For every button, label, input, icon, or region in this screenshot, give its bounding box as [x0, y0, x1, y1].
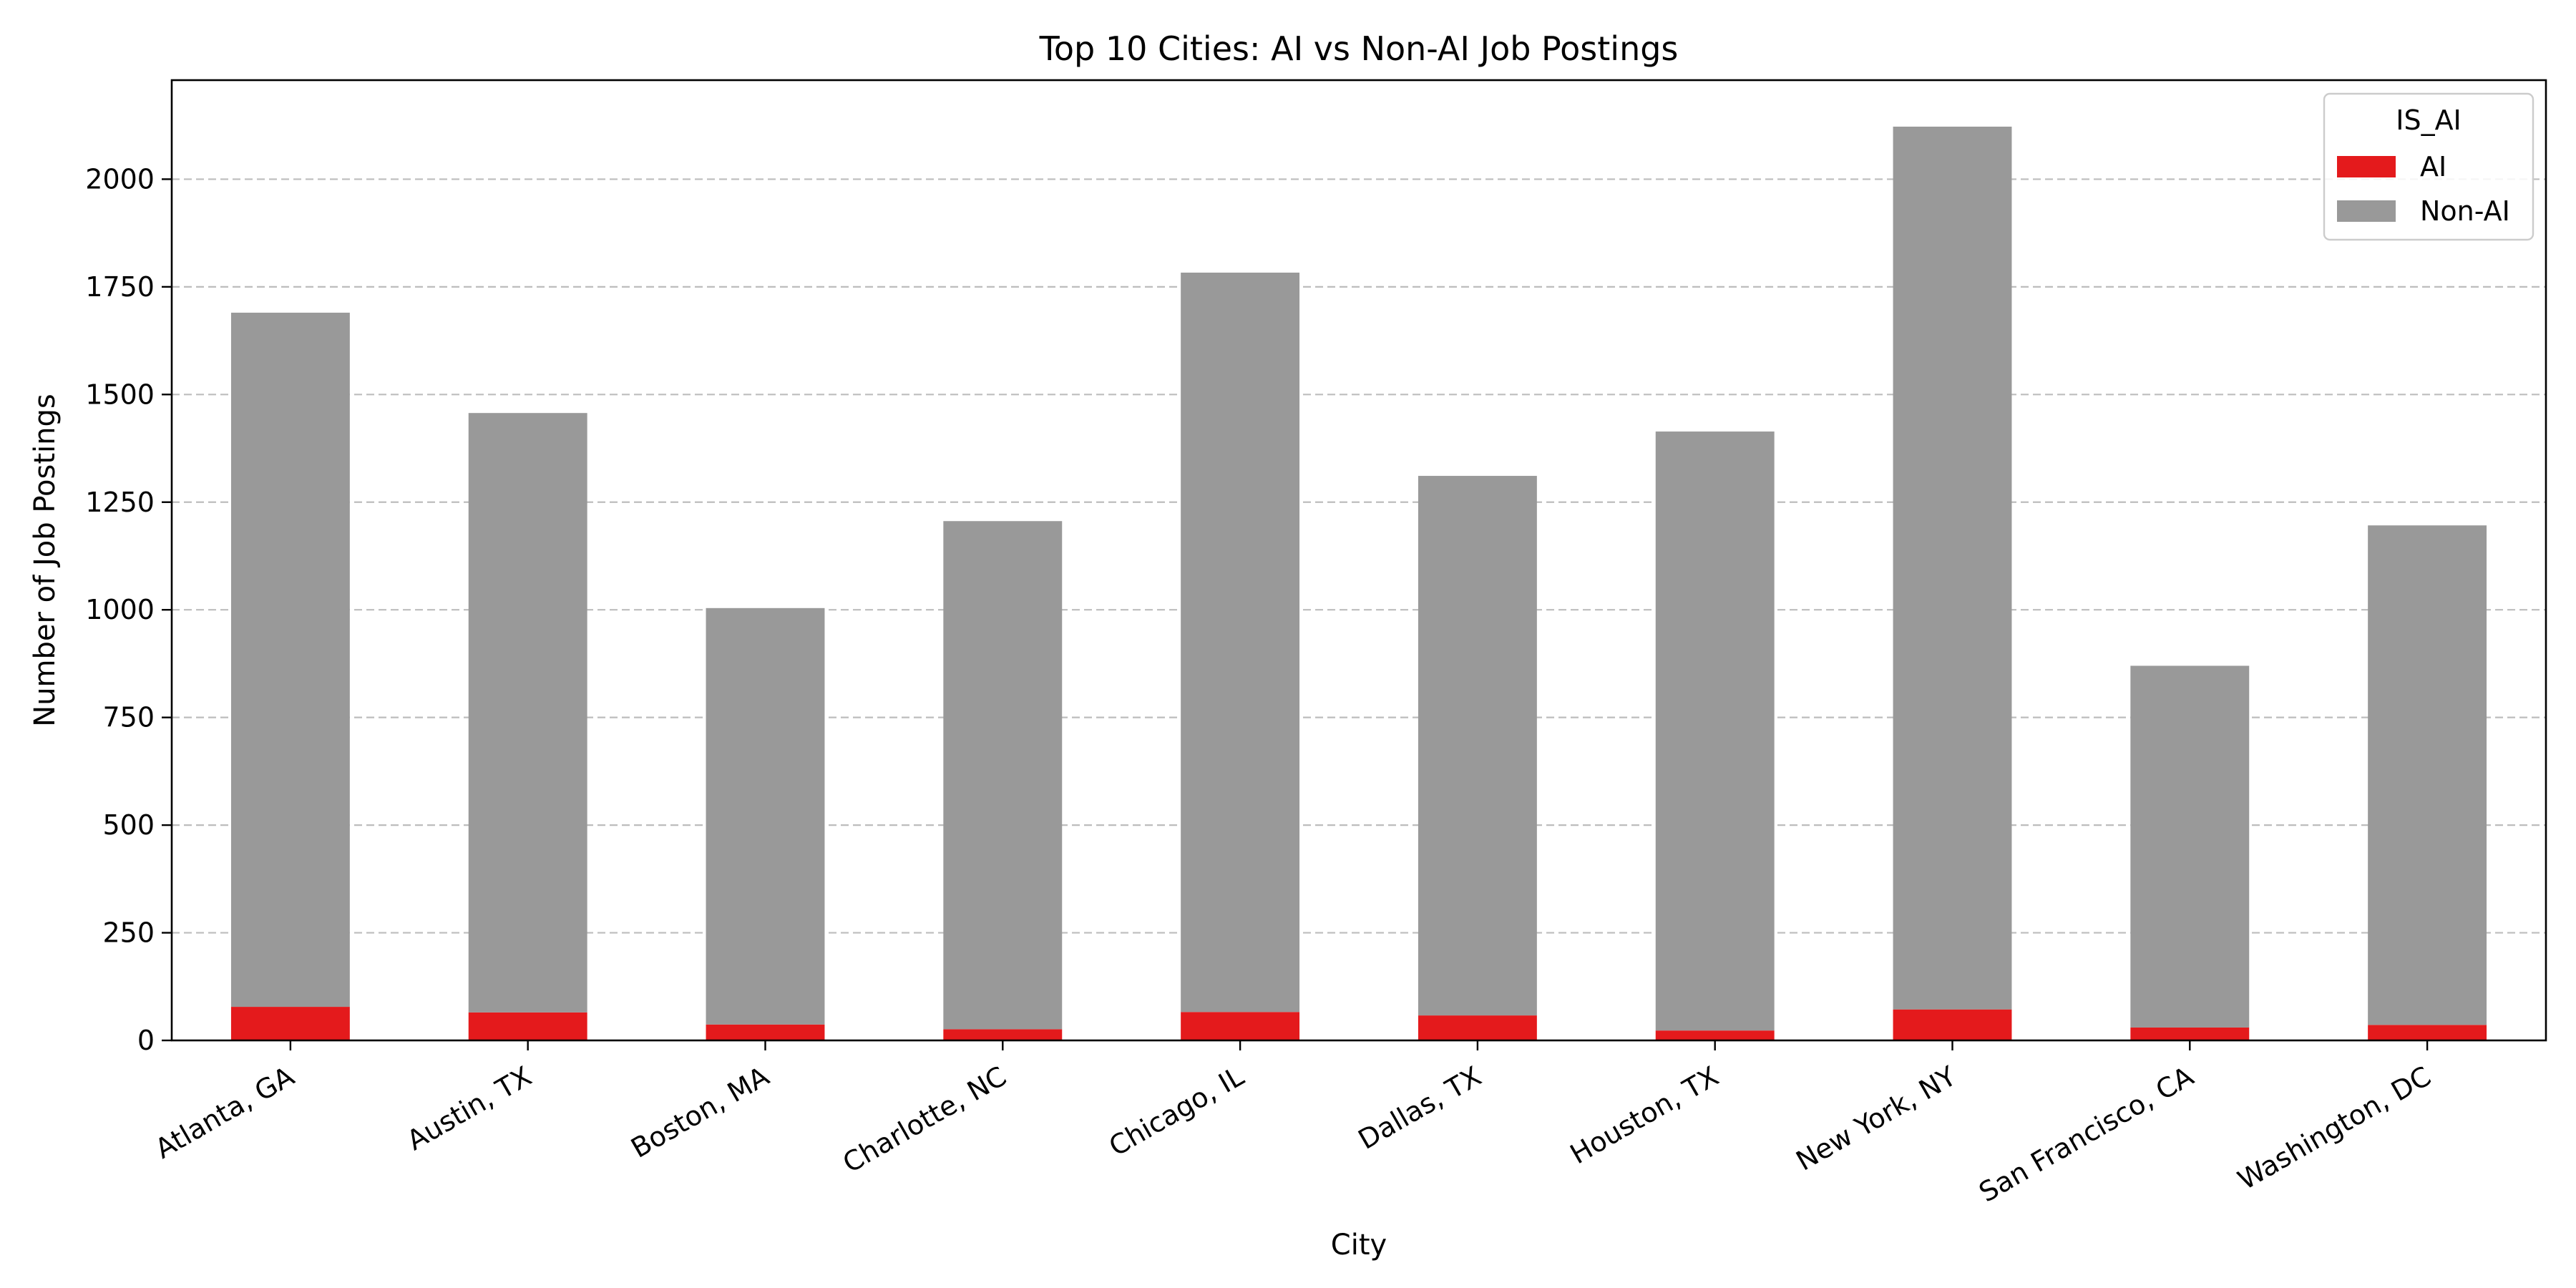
bar-non-ai-houston-tx	[1655, 431, 1775, 1031]
y-tick-label: 250	[102, 917, 155, 949]
bar-ai-charlotte-nc	[943, 1029, 1063, 1040]
bar-ai-austin-tx	[468, 1012, 587, 1040]
bar-non-ai-san-francisco-ca	[2130, 665, 2250, 1028]
bar-non-ai-austin-tx	[468, 413, 587, 1013]
legend: IS_AI AI Non-AI	[2323, 92, 2534, 241]
y-tick-label: 1750	[85, 271, 155, 303]
plot-area-frame	[170, 79, 2547, 1042]
bar-non-ai-charlotte-nc	[943, 521, 1063, 1030]
chart-title: Top 10 Cities: AI vs Non-AI Job Postings	[1039, 29, 1679, 68]
y-tick-label: 0	[137, 1025, 155, 1056]
bar-ai-boston-ma	[706, 1024, 825, 1040]
bars	[230, 126, 2487, 1040]
y-tick-label: 750	[102, 702, 155, 733]
bar-non-ai-boston-ma	[706, 608, 825, 1025]
bar-ai-dallas-tx	[1418, 1015, 1537, 1040]
bar-ai-new-york-ny	[1893, 1009, 2012, 1040]
y-tick-label: 2000	[85, 163, 155, 195]
bar-ai-chicago-il	[1181, 1012, 1300, 1040]
legend-title: IS_AI	[2396, 104, 2462, 136]
bar-ai-washington-dc	[2368, 1025, 2487, 1040]
bar-non-ai-chicago-il	[1181, 273, 1300, 1013]
bar-non-ai-new-york-ny	[1893, 126, 2012, 1010]
legend-label-ai: AI	[2420, 151, 2446, 182]
y-tick-label: 500	[102, 809, 155, 841]
y-tick-label: 1500	[85, 379, 155, 410]
bar-non-ai-washington-dc	[2368, 525, 2487, 1025]
y-tick-label: 1000	[85, 594, 155, 625]
bar-non-ai-atlanta-ga	[230, 312, 350, 1008]
y-axis-label: Number of Job Postings	[29, 394, 62, 726]
bar-ai-houston-tx	[1655, 1030, 1775, 1040]
y-axis-ticks: 0 250 500 750 1000 1250 1500 1750 2000	[85, 163, 172, 1056]
bar-ai-atlanta-ga	[230, 1007, 350, 1040]
bar-ai-san-francisco-ca	[2130, 1027, 2250, 1040]
legend-label-non-ai: Non-AI	[2420, 195, 2510, 227]
bar-non-ai-dallas-tx	[1418, 476, 1537, 1016]
x-axis-label: City	[1331, 1229, 1387, 1262]
y-tick-label: 1250	[85, 487, 155, 518]
legend-swatch-non-ai	[2337, 200, 2396, 222]
legend-swatch-ai	[2337, 156, 2396, 177]
